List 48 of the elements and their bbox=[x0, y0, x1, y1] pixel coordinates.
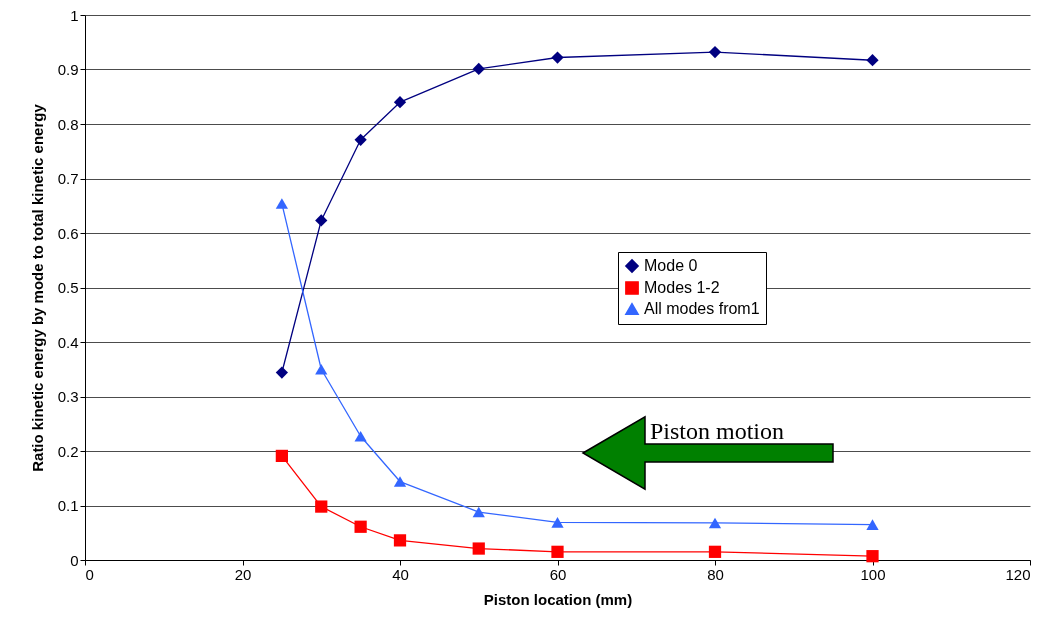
point bbox=[708, 45, 722, 59]
x-tick-label: 60 bbox=[549, 565, 567, 583]
point bbox=[275, 449, 288, 463]
x-tick-label: 80 bbox=[707, 565, 724, 583]
y-tick-label: 0.8 bbox=[57, 115, 79, 133]
point bbox=[393, 476, 407, 487]
x-tick-label: 0 bbox=[85, 565, 94, 583]
y-tick-label: 0.6 bbox=[57, 224, 79, 242]
point bbox=[472, 542, 485, 555]
point bbox=[275, 198, 288, 209]
y-tick-label: 0.3 bbox=[57, 388, 79, 405]
point bbox=[551, 517, 564, 528]
point bbox=[354, 520, 367, 533]
legend-label: Modes 1-2 bbox=[644, 279, 720, 296]
x-axis-title: Piston location (mm) bbox=[483, 590, 633, 608]
point bbox=[472, 506, 485, 518]
point bbox=[708, 545, 722, 558]
y-tick-label: 0 bbox=[70, 551, 79, 569]
point bbox=[551, 545, 564, 558]
y-axis-title: Ratio kinetic energy by mode to total kinetic energy bbox=[28, 103, 46, 472]
y-tick-label: 0.4 bbox=[57, 333, 79, 351]
annotation: Piston motion bbox=[650, 418, 785, 444]
legend-label: Mode 0 bbox=[644, 257, 698, 274]
point bbox=[472, 62, 485, 76]
point bbox=[315, 363, 328, 375]
y-tick-label: 0.2 bbox=[57, 442, 79, 460]
point bbox=[393, 534, 407, 547]
x-tick-label: 40 bbox=[392, 565, 409, 583]
point bbox=[354, 133, 367, 146]
y-tick-label: 0.5 bbox=[57, 279, 79, 296]
point bbox=[708, 517, 722, 529]
y-tick-label: 1 bbox=[70, 6, 79, 24]
y-tick-label: 0.1 bbox=[57, 497, 79, 514]
y-tick-label: 0.9 bbox=[57, 61, 79, 78]
y-tick-label: 0.7 bbox=[57, 170, 79, 187]
point bbox=[354, 430, 367, 442]
point bbox=[393, 96, 407, 109]
point bbox=[551, 51, 564, 64]
x-tick-label: 20 bbox=[234, 565, 252, 583]
point bbox=[315, 214, 328, 227]
point bbox=[275, 366, 288, 379]
point bbox=[866, 519, 879, 530]
x-tick-label: 120 bbox=[1005, 565, 1031, 583]
point bbox=[866, 54, 879, 67]
legend-label: All modes from1 bbox=[644, 300, 760, 317]
x-tick-label: 100 bbox=[860, 565, 886, 583]
point bbox=[315, 500, 328, 513]
point bbox=[866, 550, 879, 563]
